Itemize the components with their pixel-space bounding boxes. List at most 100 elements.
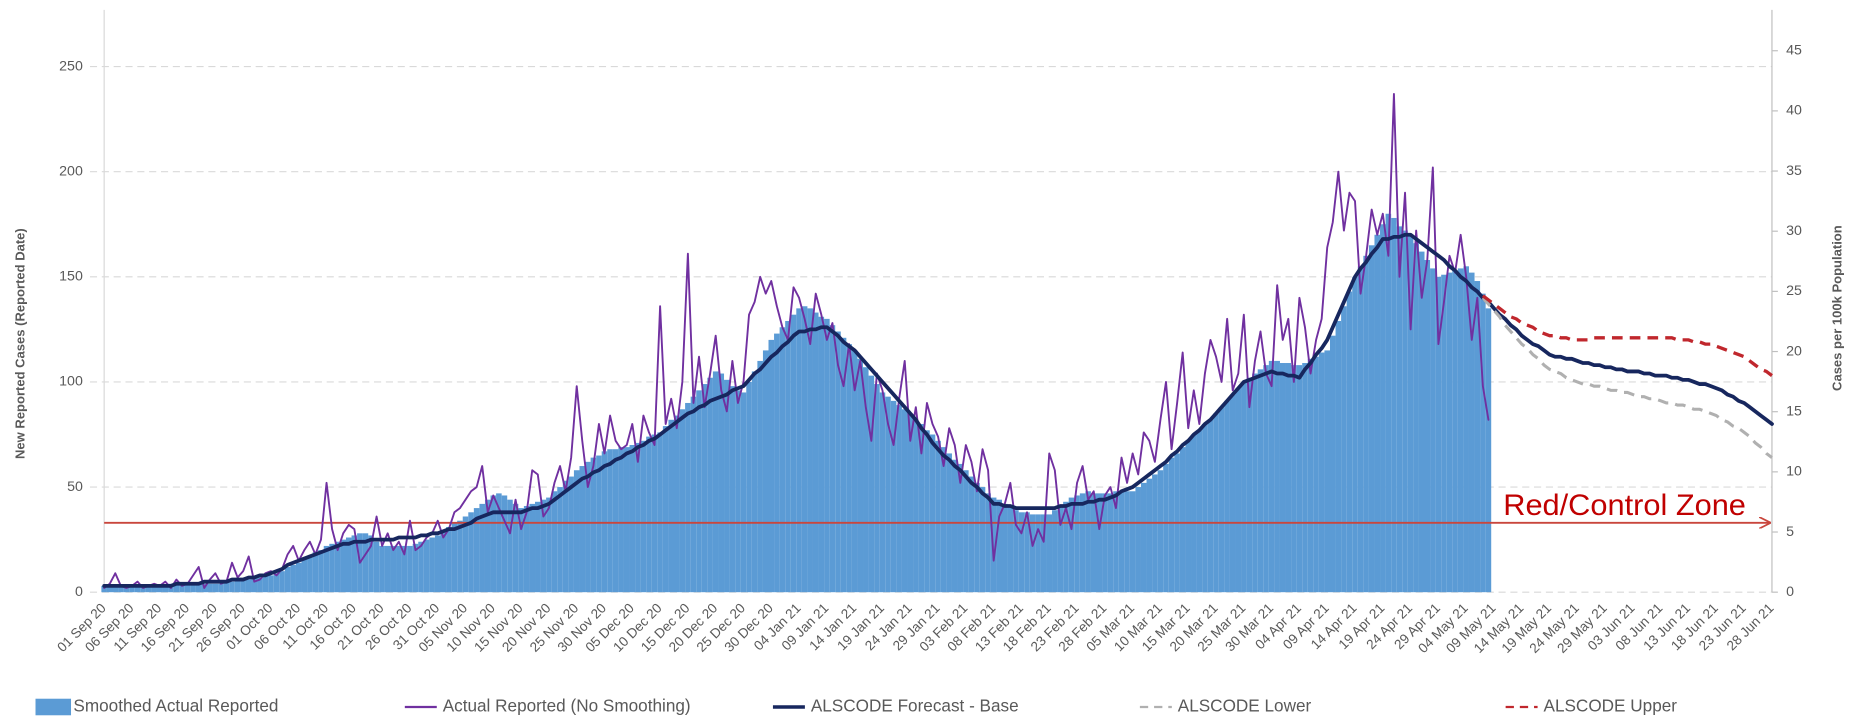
bar (1357, 266, 1364, 593)
bar (968, 476, 975, 593)
bar (724, 379, 730, 593)
bar (1268, 360, 1275, 593)
bar (551, 491, 558, 593)
bar (496, 493, 502, 593)
bar (1107, 493, 1114, 593)
bar (729, 386, 736, 593)
bar (696, 390, 702, 593)
bar (774, 333, 780, 593)
line-series (103, 92, 1490, 589)
y2-tick-label: 45 (1786, 42, 1802, 58)
bar (1213, 413, 1219, 593)
bar (596, 455, 602, 593)
bar (974, 482, 980, 593)
bar (257, 577, 263, 593)
bar (1063, 501, 1069, 593)
bar (568, 476, 574, 593)
bar (1324, 350, 1330, 593)
bar (662, 426, 669, 593)
bar (218, 583, 224, 593)
bar (1402, 230, 1408, 593)
bar (985, 493, 991, 593)
bar (1368, 245, 1375, 593)
bar (690, 396, 697, 593)
bar (1341, 306, 1347, 593)
bar (451, 522, 458, 593)
line-series (102, 232, 1774, 588)
bar (418, 541, 424, 593)
bar (868, 375, 875, 593)
bar (518, 508, 524, 593)
bar (1207, 419, 1214, 593)
bar (623, 447, 630, 593)
bar (368, 535, 374, 593)
bar (1202, 423, 1208, 593)
bar (573, 470, 580, 593)
bar (618, 447, 624, 593)
bar (229, 581, 235, 593)
legend-label: ALSCODE Upper (1544, 696, 1678, 716)
bar (1480, 293, 1486, 593)
y-tick-label: 0 (75, 584, 83, 600)
bar (718, 373, 725, 593)
bar (1279, 363, 1286, 593)
bar (1374, 234, 1381, 593)
bar (1068, 497, 1075, 593)
bar (951, 459, 958, 593)
y-tick-label: 50 (67, 479, 83, 495)
bar (1241, 381, 1247, 593)
bar (312, 552, 319, 593)
bar (1074, 495, 1080, 593)
legend-swatch (35, 698, 72, 716)
bar (918, 423, 925, 593)
bar (762, 350, 769, 593)
y-axis-title: New Reported Cases (Reported Date) (13, 228, 28, 459)
y2-tick-label: 0 (1786, 584, 1794, 600)
y2-tick-label: 40 (1786, 103, 1802, 119)
bar (757, 360, 763, 593)
bar (118, 585, 124, 593)
bar (1157, 470, 1164, 593)
bar (1441, 274, 1447, 593)
bar (1224, 400, 1230, 593)
bar (1185, 440, 1192, 593)
bar (812, 312, 819, 593)
bar (507, 499, 513, 593)
bar (251, 577, 258, 593)
bar (1435, 276, 1442, 593)
bar (535, 501, 541, 593)
bar (1102, 493, 1108, 593)
bar (1052, 510, 1058, 593)
bar (1046, 514, 1053, 593)
bar (473, 508, 480, 593)
bar (924, 430, 930, 593)
y2-tick-label: 20 (1786, 343, 1802, 359)
bar (835, 331, 841, 593)
bar (1001, 503, 1008, 593)
bar (629, 445, 636, 593)
bar (901, 409, 908, 593)
bar (423, 539, 430, 593)
line-series (1481, 294, 1773, 377)
bar-series (101, 213, 1492, 593)
bar (1302, 363, 1308, 593)
bar (1096, 493, 1103, 593)
bar (429, 537, 435, 593)
bar (512, 503, 519, 593)
bar (685, 402, 691, 593)
bar (1413, 243, 1419, 593)
bar (1040, 514, 1047, 593)
bar (712, 371, 719, 593)
bar (1329, 335, 1336, 593)
bar (1430, 268, 1436, 593)
bar (1118, 491, 1125, 593)
bar (362, 533, 369, 593)
bar (140, 585, 146, 593)
bar (1385, 213, 1392, 593)
bar (846, 344, 852, 593)
bar (446, 527, 452, 593)
bar (1318, 352, 1325, 593)
bar (1446, 272, 1453, 593)
bar (457, 520, 463, 593)
